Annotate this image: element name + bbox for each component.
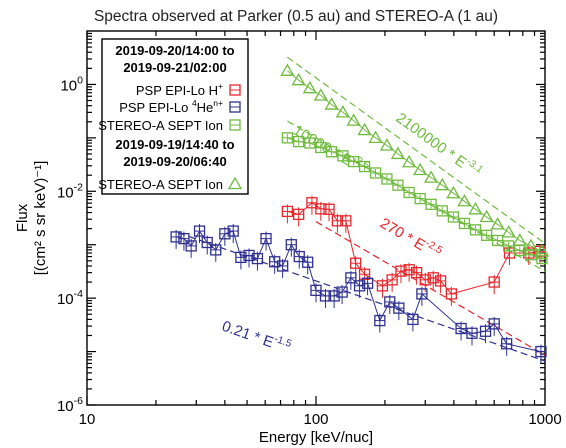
data-point [501,225,516,238]
legend-label-text: PSP EPI-Lo H [136,83,218,98]
data-point [324,97,339,110]
legend-period2-line1: 2019-09-19/14:40 to [115,137,234,152]
y-tick-label-base: 10 [60,77,77,94]
fit-label-exponent: -1.5 [273,334,294,350]
legend-label-text: PSP EPI-Lo [119,100,192,115]
data-point [280,63,295,76]
fit-line [315,221,546,356]
data-point [313,88,328,101]
data-point [379,138,395,151]
series-2 [281,132,548,265]
legend-entry-label: STEREO-A SEPT Ion [98,177,223,192]
fit-label-coef: 2100000 * E [393,109,470,171]
y-axis-label-line1: Flux [14,203,31,232]
legend-label-text: STEREO-A SEPT Ion [98,177,223,192]
fit-label-coef: 0.21 * E [220,318,276,352]
legend-entry-label: PSP EPI-Lo 4Hen+ [119,98,223,115]
data-point [335,105,350,118]
fit-label-exponent: -2.5 [423,238,444,257]
legend-period1-line2: 2019-09-21/02:00 [123,60,226,75]
data-point [357,122,372,136]
legend-entry-label: PSP EPI-Lo H+ [136,81,223,98]
data-point [512,233,527,246]
y-tick-label-base: 10 [57,398,74,415]
legend-label-presup: 4 [192,98,197,108]
x-tick-label: 100 [303,411,328,428]
data-point [523,238,539,252]
y-tick-label: 10-6 [57,395,83,415]
legend-entry-label: STEREO-A SEPT Ion [98,118,223,133]
data-point [302,80,317,94]
data-point [423,170,439,183]
y-tick-label: 100 [60,74,83,94]
fit-label-coef: 10000 * E [290,122,355,170]
data-point [390,146,406,160]
legend-label-sup: n+ [213,98,223,108]
x-axis-label: Energy [keV/nuc] [259,429,373,446]
y-tick-label-exponent: 0 [77,74,83,86]
data-point [368,130,383,144]
y-axis-label-line2: [(cm² s sr keV)⁻¹] [32,161,49,276]
chart-title: Spectra observed at Parker (0.5 au) and … [94,8,498,25]
data-point [490,217,505,230]
fit-label-coef: 270 * E [377,215,428,255]
fit-line [177,232,546,362]
legend-period2-line2: 2019-09-20/06:40 [123,154,226,169]
legend-marker [227,176,243,190]
fit-label-exponent: -3.1 [464,156,485,175]
data-point [413,162,428,176]
legend-entries: PSP EPI-Lo H+PSP EPI-Lo 4Hen+STEREO-A SE… [98,81,243,192]
y-tick-label-base: 10 [57,291,74,308]
fit-label: 0.21 * E-1.5 [220,316,293,357]
data-point [435,177,450,191]
legend-label-text: STEREO-A SEPT Ion [98,118,223,133]
y-tick-label-exponent: -2 [74,181,83,193]
y-tick-label: 10-4 [57,288,83,308]
y-tick-label: 10-2 [57,181,83,201]
series-0 [281,195,546,306]
data-point [446,185,461,199]
fit-line [287,56,546,245]
data-point [468,201,483,215]
legend-label-sup: + [218,81,223,91]
data-point [534,244,550,257]
data-points [170,63,550,364]
data-point [457,193,472,207]
data-point [346,113,361,126]
legend-box [101,38,249,195]
data-point [479,209,494,223]
data-point [291,72,306,86]
legend-label-text2: He [197,100,214,115]
series-1 [170,224,547,364]
y-tick-label-exponent: -4 [74,288,83,300]
legend-period1-line1: 2019-09-20/14:00 to [115,43,234,58]
fit-label: 2100000 * E-3.1 [393,108,485,182]
x-tick-label: 10 [79,411,96,428]
x-tick-label: 1000 [528,411,561,428]
legend: 2019-09-20/14:00 to 2019-09-21/02:00 201… [98,38,249,195]
y-tick-label-exponent: -6 [74,395,83,407]
data-point [401,154,417,168]
fit-label: 270 * E-2.5 [377,213,444,263]
series-3 [280,63,550,257]
y-tick-label-base: 10 [57,184,74,201]
